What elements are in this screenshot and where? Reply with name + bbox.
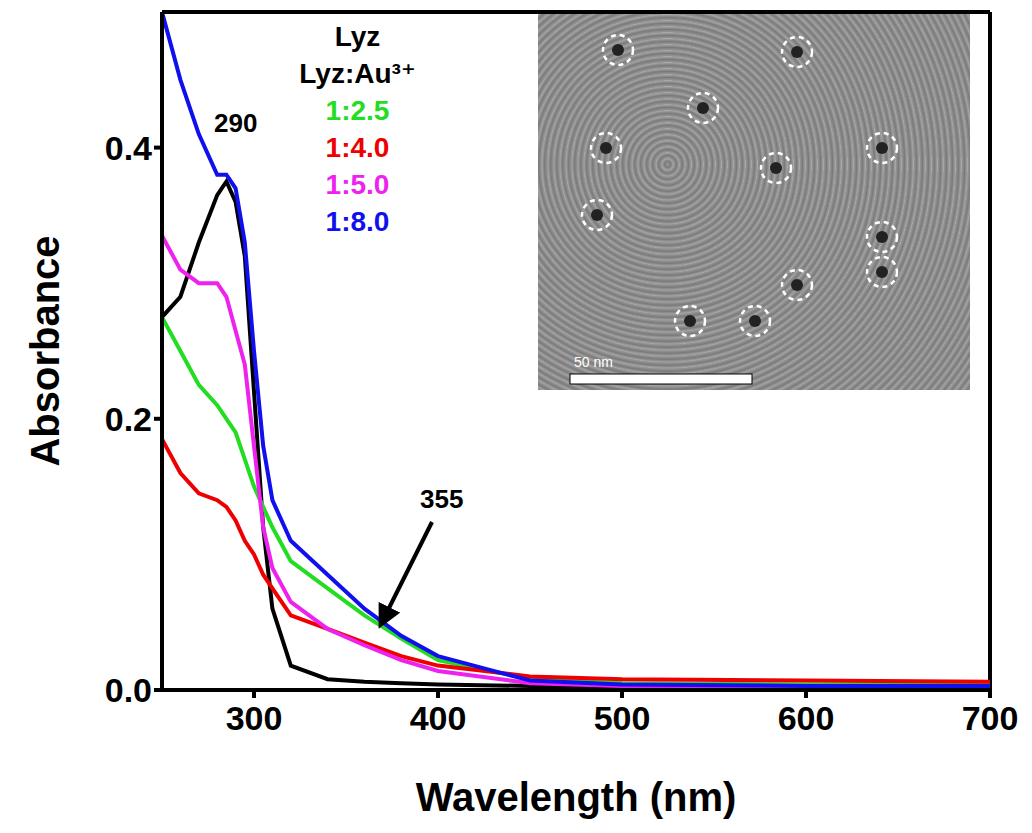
html-text:1:8.0: 1:8.0: [325, 206, 390, 237]
svg-text:400: 400: [410, 699, 467, 737]
html-text:1:4.0: 1:4.0: [325, 132, 390, 163]
svg-text:Wavelength (nm): Wavelength (nm): [416, 775, 737, 819]
html-text:1:5.0: 1:5.0: [325, 169, 390, 200]
svg-text:0.4: 0.4: [105, 129, 152, 167]
html-text:Lyz: Lyz: [334, 21, 381, 52]
html-text:50 nm: 50 nm: [574, 354, 613, 370]
svg-text:700: 700: [962, 699, 1019, 737]
svg-text:Absorbance: Absorbance: [23, 235, 67, 466]
html-text:1:2.5: 1:2.5: [325, 95, 390, 126]
svg-text:0.2: 0.2: [105, 400, 152, 438]
html-text:Lyz:Au³⁺: Lyz:Au³⁺: [299, 58, 416, 89]
html-text:290: 290: [214, 108, 258, 138]
html-text:355: 355: [420, 484, 464, 514]
svg-text:500: 500: [594, 699, 651, 737]
svg-text:300: 300: [226, 699, 283, 737]
svg-text:0.0: 0.0: [105, 671, 152, 709]
svg-text:600: 600: [778, 699, 835, 737]
